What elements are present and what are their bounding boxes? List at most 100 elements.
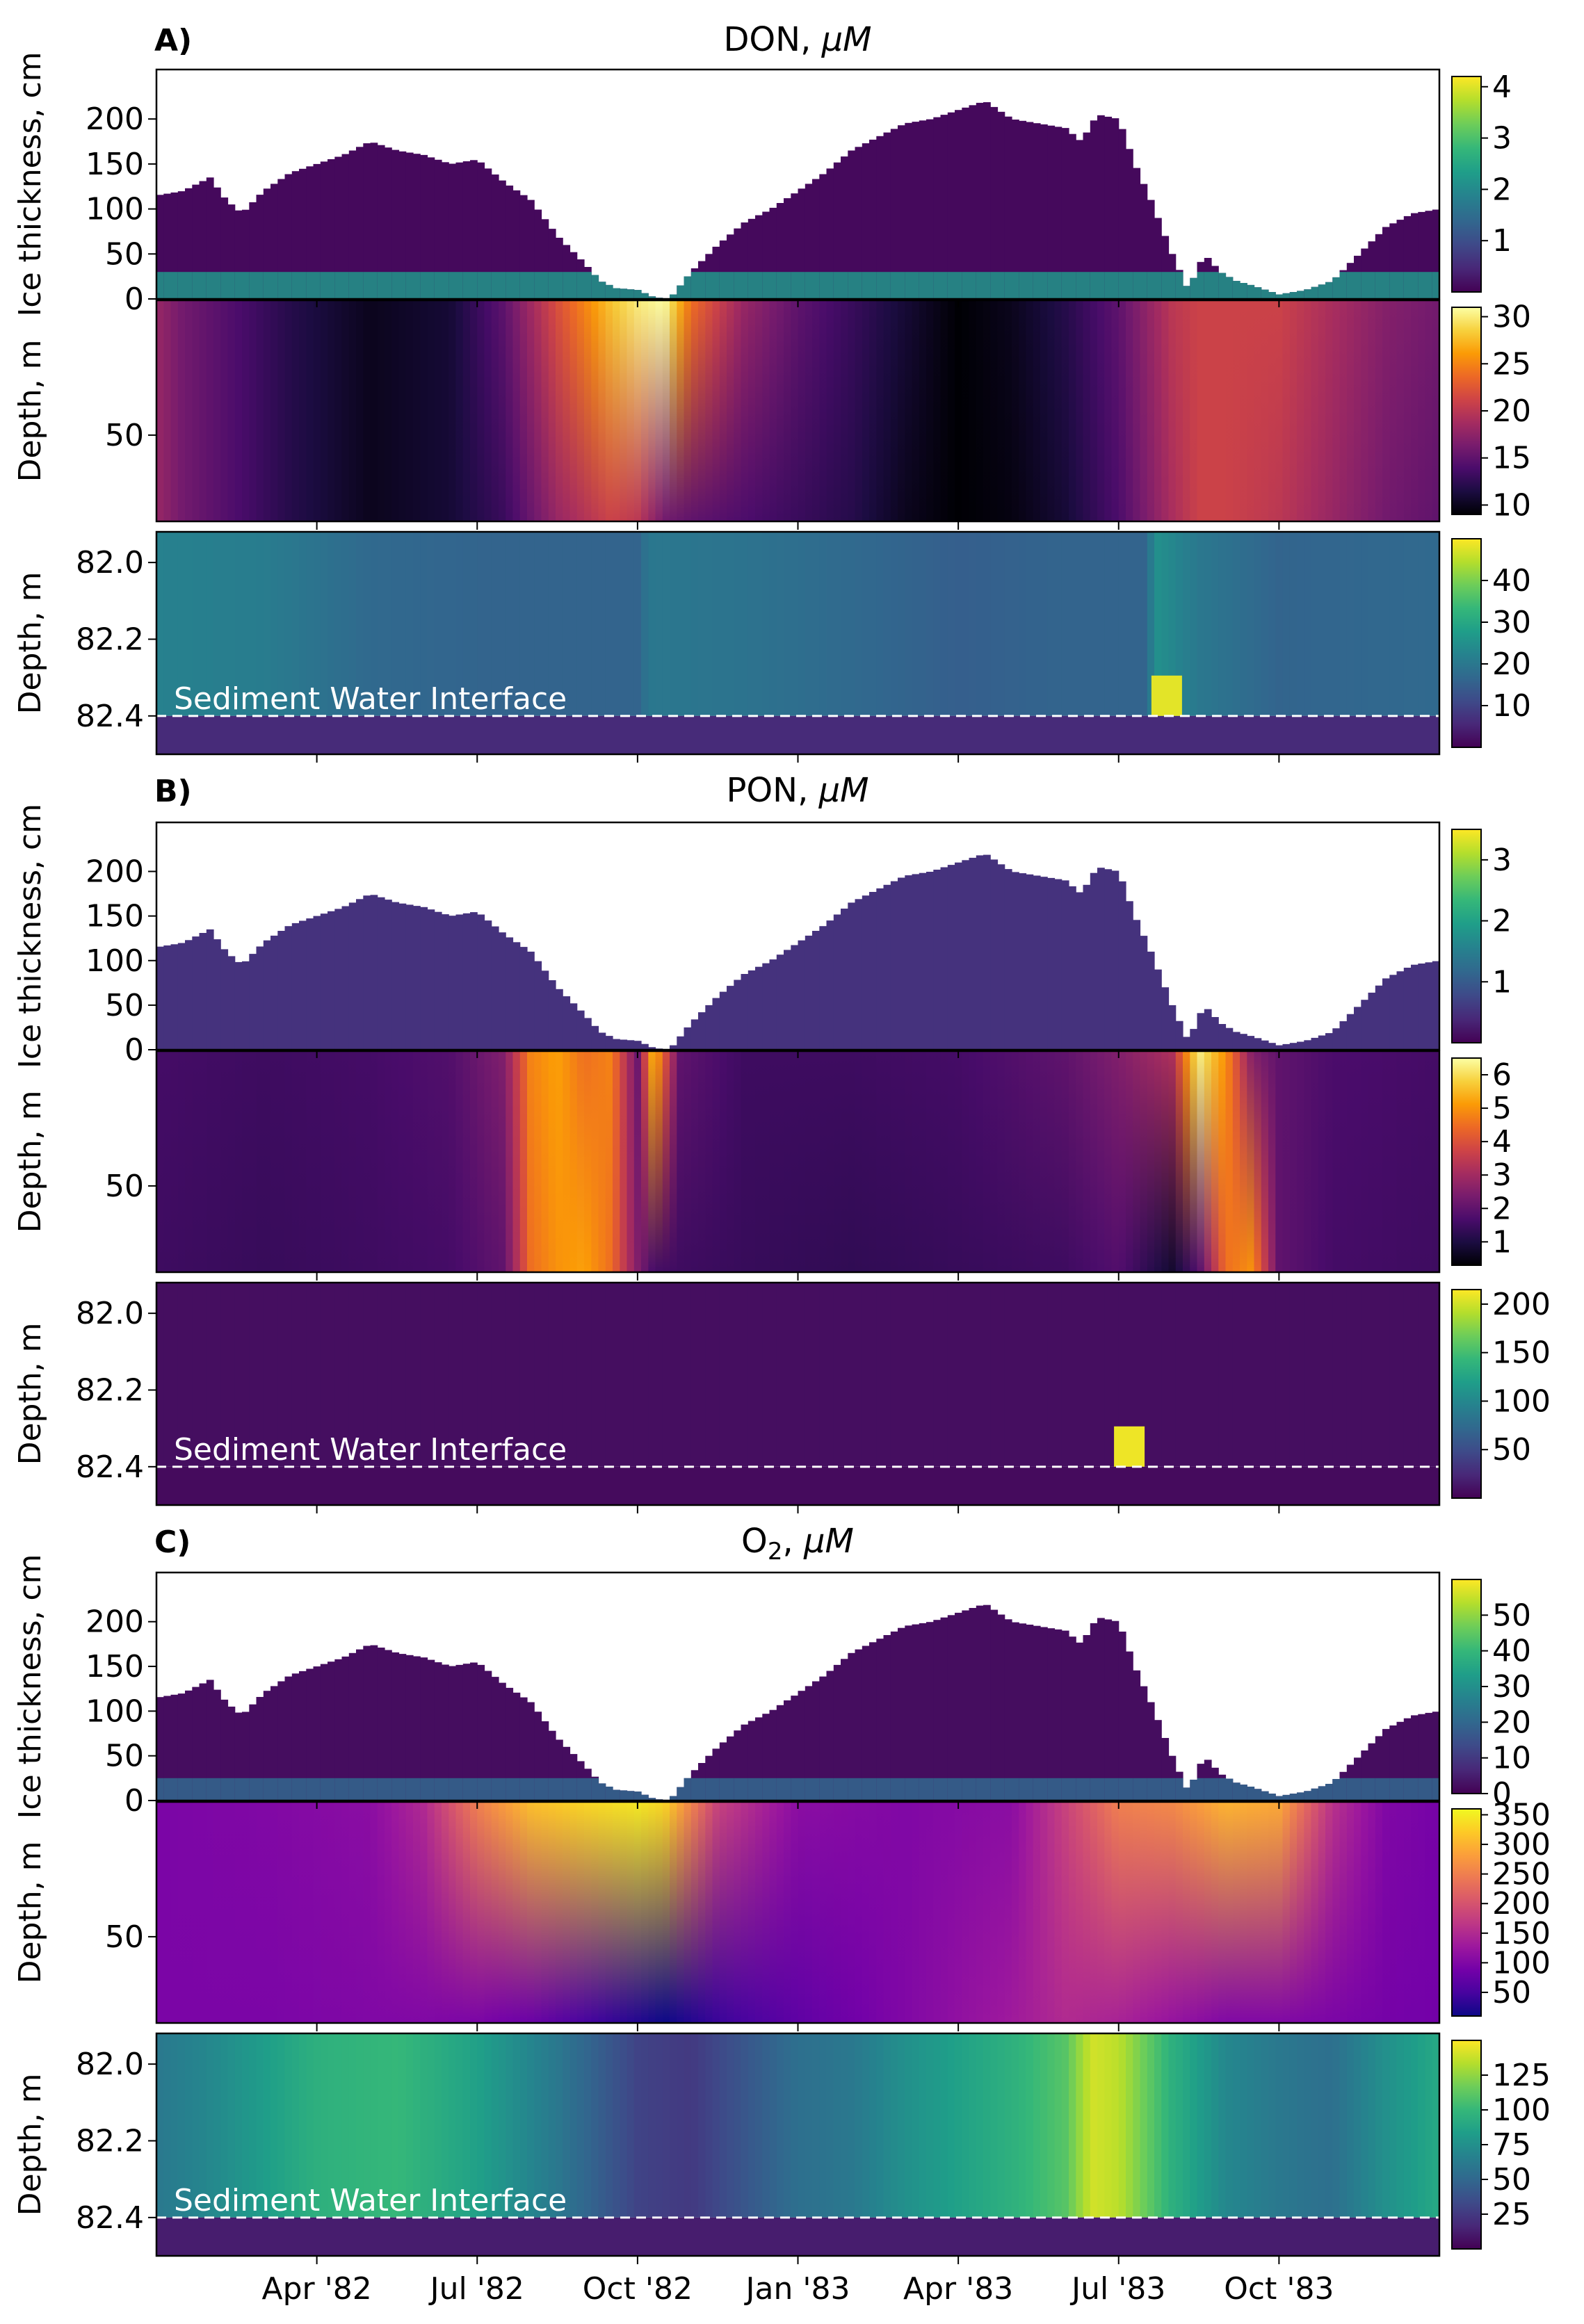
panel-letter: B) [154, 774, 192, 809]
water-cell [905, 1051, 913, 1272]
water-cell [1147, 300, 1155, 521]
ice-bottom-cell [1126, 1778, 1133, 1801]
water-cell [1268, 1051, 1276, 1272]
sediment-cell [398, 532, 407, 716]
water-cell [1161, 300, 1170, 521]
water-cell [997, 300, 1005, 521]
water-cell [1411, 1802, 1419, 2023]
water-cells [156, 300, 1440, 521]
water-cell [242, 1802, 250, 2023]
water-cell [484, 1802, 492, 2023]
ice-bottom-cell [1318, 1786, 1326, 1801]
water-cell [348, 1802, 357, 2023]
water-cell [1396, 1802, 1405, 2023]
sediment-cell [898, 532, 905, 716]
water-cell [563, 1051, 571, 1272]
water-cell [1040, 300, 1048, 521]
water-cell [933, 1802, 941, 2023]
water-cell [990, 1051, 999, 1272]
ice-bottom-cell [769, 1778, 777, 1801]
sediment-cell [334, 1283, 343, 1467]
ice-cell [962, 1610, 970, 1801]
water-cell [1346, 1802, 1355, 2023]
sediment-cell [983, 532, 991, 716]
ice-cell [462, 161, 471, 299]
sediment-cell [1304, 1283, 1312, 1467]
sediment-cell [1054, 1283, 1062, 1467]
ice-cell [841, 909, 848, 1050]
ice-bottom-cell [256, 1778, 264, 1801]
water-cell [299, 1802, 307, 2023]
ice-cell [405, 904, 414, 1050]
ice-bottom-cell [705, 272, 713, 299]
sediment-cell [299, 1283, 307, 1467]
water-cell [569, 1051, 578, 1272]
water-cell [1254, 300, 1262, 521]
sediment-cell [199, 532, 207, 716]
ice-cell [277, 1681, 286, 1801]
sediment-cell [1012, 532, 1019, 716]
sediment-cell [670, 532, 677, 716]
ice-cell [548, 980, 556, 1050]
ice-cell [1325, 1033, 1333, 1050]
ice-bottom-cell [484, 1778, 492, 1801]
ice-cell [341, 154, 350, 299]
ice-cell [997, 1614, 1005, 1801]
ice-bottom-cell [919, 1778, 927, 1801]
sediment-cell [791, 532, 799, 716]
water-cell [249, 1051, 257, 1272]
sediment-cell [690, 532, 699, 716]
sediment-cell [734, 1283, 742, 1467]
water-cell [370, 1802, 378, 2023]
ice-cell [177, 1693, 186, 1801]
sediment-cell [633, 1283, 642, 1467]
water-cell [442, 1802, 449, 2023]
ice-cell [434, 911, 442, 1050]
water-cell [613, 1802, 620, 2023]
water-cell [1026, 1802, 1034, 2023]
sediment-cell [1047, 532, 1056, 716]
water-cell [156, 1802, 164, 2023]
ice-cell [263, 940, 271, 1050]
sediment-cell [620, 532, 628, 716]
water-cell [947, 1802, 955, 2023]
ice-bottom-cell [670, 1796, 677, 1801]
ice-cell [242, 961, 250, 1050]
sediment-cell [591, 2033, 599, 2218]
sediment-cell [1289, 1283, 1298, 1467]
water-cell [791, 300, 799, 521]
ice-bottom-cell [306, 1778, 314, 1801]
ice-bottom-cell [755, 272, 763, 299]
ice-cell [277, 179, 286, 299]
ice-cell [1111, 870, 1120, 1050]
ice-bottom-cell [1019, 1778, 1027, 1801]
ice-cell [1361, 1000, 1369, 1050]
water-cell [990, 300, 999, 521]
sediment-cell [170, 2033, 179, 2218]
water-cell [1047, 1051, 1056, 1272]
water-cell [997, 1051, 1005, 1272]
water-cell [712, 1051, 720, 1272]
ice-cell [170, 1694, 179, 1801]
ice-cells [156, 854, 1440, 1050]
sediment-cell [548, 532, 556, 716]
ice-bottom-cell [776, 1778, 784, 1801]
sediment-cell [1268, 2033, 1276, 2218]
sediment-cell [1396, 1283, 1405, 1467]
ice-cell [890, 129, 898, 299]
sediment-cell [541, 1283, 549, 1467]
ice-bottom-cell [413, 272, 421, 299]
ice-bottom-cell [1254, 287, 1262, 299]
ice-cells [156, 102, 1440, 300]
ice-cell [855, 899, 863, 1050]
ice-cell [755, 1717, 763, 1801]
sediment-cell [876, 1283, 884, 1467]
sediment-below-interface [156, 2217, 1439, 2256]
ice-bottom-cell [1339, 272, 1348, 299]
sediment-cell [826, 1283, 834, 1467]
sediment-cell [641, 1283, 649, 1467]
sediment-cell [277, 2033, 286, 2218]
water-cell [249, 300, 257, 521]
water-cell [719, 300, 727, 521]
ice-bottom-cell [405, 1778, 414, 1801]
